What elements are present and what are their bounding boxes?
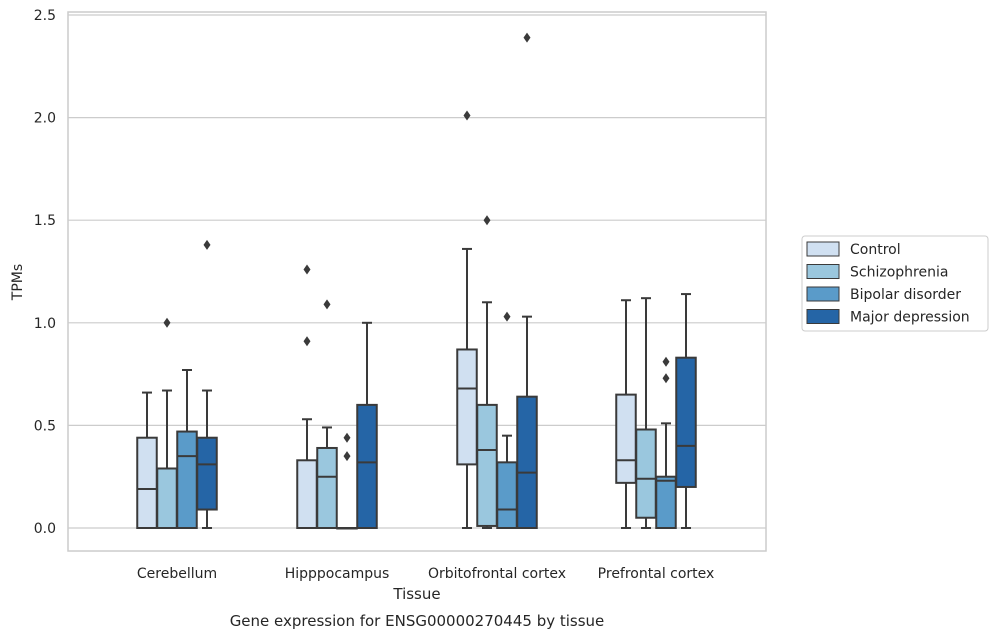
box-iqr — [296, 459, 318, 529]
outlier-point — [523, 32, 531, 43]
outlier-point — [662, 373, 670, 384]
y-axis-ticks: 0.0 0.5 1.0 1.5 2.0 2.5 — [34, 8, 56, 537]
y-tick-label: 0.0 — [34, 521, 56, 537]
legend-entry: Bipolar disorder — [850, 287, 961, 303]
outlier-point — [463, 110, 471, 121]
box-control — [615, 299, 637, 529]
box-control — [136, 391, 158, 530]
box-bipolar-disorder — [496, 311, 518, 529]
box-bipolar-disorder — [176, 368, 198, 529]
box-iqr — [456, 348, 478, 466]
box-control — [456, 110, 478, 529]
y-tick-label: 2.0 — [34, 111, 56, 127]
outlier-point — [483, 215, 491, 226]
box-iqr — [675, 356, 697, 488]
box-iqr — [496, 461, 518, 529]
outlier-point — [503, 311, 511, 322]
outlier-point — [203, 239, 211, 250]
y-tick-label: 1.0 — [34, 316, 56, 332]
box-iqr — [136, 436, 158, 530]
outlier-point — [303, 264, 311, 275]
box-schizophrenia — [635, 297, 657, 529]
x-tick-label: Hipppocampus — [285, 566, 390, 582]
y-axis-label: TPMs — [10, 264, 26, 301]
box-iqr — [516, 395, 538, 529]
box-iqr — [655, 475, 677, 530]
y-tick-label: 0.5 — [34, 418, 56, 434]
x-tick-label: Cerebellum — [137, 566, 217, 582]
box-major-depression — [196, 239, 218, 529]
box-iqr — [176, 430, 198, 529]
grid-lines — [68, 14, 766, 529]
legend-entry: Control — [850, 242, 901, 258]
y-tick-label: 1.5 — [34, 213, 56, 229]
box-major-depression — [356, 321, 378, 530]
outlier-point — [662, 356, 670, 367]
box-control — [296, 264, 318, 529]
box-iqr — [156, 467, 178, 530]
box-iqr — [356, 403, 378, 530]
box-schizophrenia — [476, 215, 498, 529]
outlier-point — [343, 451, 351, 462]
legend-frame — [801, 235, 989, 332]
legend-entry: Schizophrenia — [850, 265, 948, 281]
legend: Control Schizophrenia Bipolar disorder Majo… — [801, 235, 989, 332]
box-major-depression — [675, 293, 697, 529]
box-series — [136, 32, 697, 530]
outlier-point — [343, 432, 351, 443]
x-axis-label: Tissue — [392, 585, 440, 603]
box-iqr — [316, 446, 338, 529]
legend-entry: Major depression — [850, 310, 970, 326]
box-iqr — [476, 403, 498, 527]
outlier-point — [323, 299, 331, 310]
x-tick-label: Orbitofrontal cortex — [428, 566, 566, 582]
box-iqr — [196, 436, 218, 511]
legend-swatch — [806, 309, 840, 324]
y-tick-label: 2.5 — [34, 8, 56, 24]
box-major-depression — [516, 32, 538, 529]
box-schizophrenia — [156, 317, 178, 530]
box-bipolar-disorder — [336, 432, 358, 530]
chart-caption: Gene expression for ENSG00000270445 by t… — [230, 612, 605, 630]
box-iqr — [615, 393, 637, 484]
x-axis-ticks: Cerebellum Hipppocampus Orbitofrontal cort… — [137, 566, 714, 582]
x-tick-label: Prefrontal cortex — [598, 566, 715, 582]
legend-swatch — [806, 241, 840, 257]
outlier-point — [163, 317, 171, 328]
box-schizophrenia — [316, 299, 338, 529]
box-bipolar-disorder — [655, 356, 677, 530]
plot-frame — [67, 11, 767, 552]
legend-swatch — [806, 264, 840, 279]
box-iqr — [635, 428, 657, 519]
outlier-point — [303, 336, 311, 347]
legend-swatch — [806, 286, 840, 302]
